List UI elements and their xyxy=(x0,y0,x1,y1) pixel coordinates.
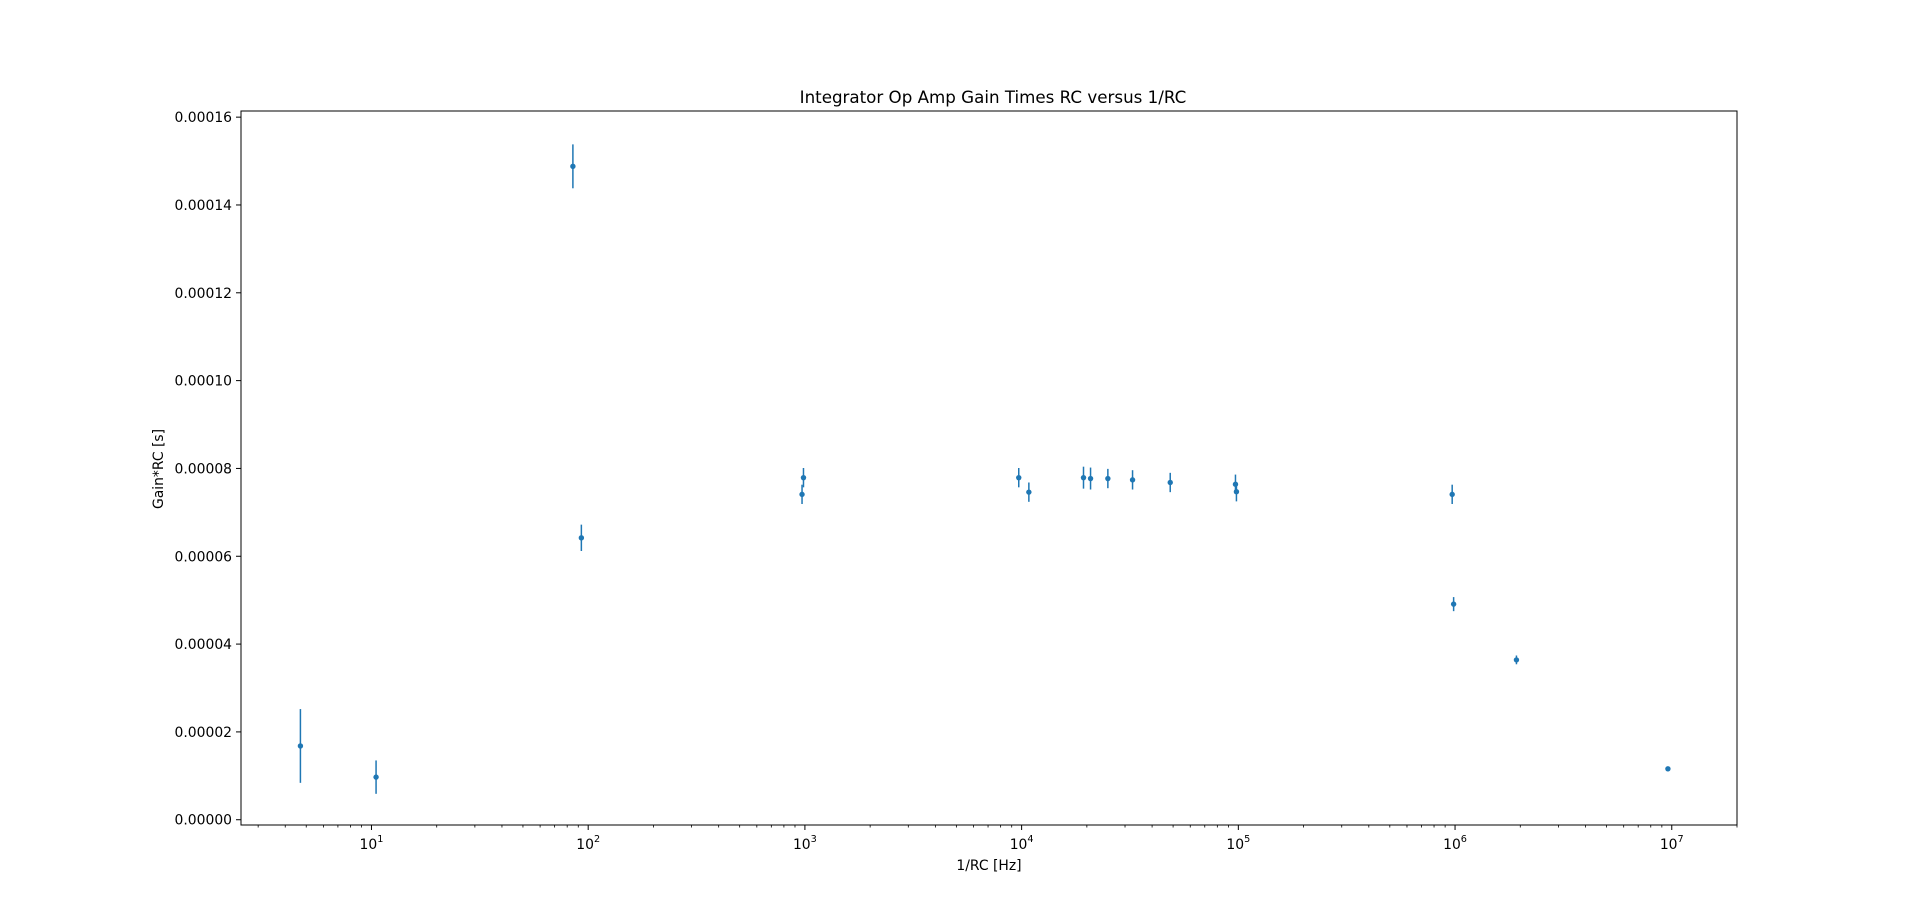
data-point xyxy=(799,491,805,498)
y-tick-label: 0.00014 xyxy=(175,198,233,214)
data-point xyxy=(1513,657,1520,663)
y-tick-label: 0.00002 xyxy=(175,725,232,741)
data-point xyxy=(1665,766,1671,772)
y-tick-label: 0.00016 xyxy=(175,110,232,126)
y-axis: 0.00000 0.00002 0.00004 0.00006 0.00008 0.000… xyxy=(175,110,241,829)
data-point xyxy=(1026,489,1032,495)
x-tick-label: 104 xyxy=(1010,834,1034,853)
x-tick-label: 103 xyxy=(793,834,817,853)
data-point xyxy=(1080,474,1087,481)
x-axis-label: 1/RC [Hz] xyxy=(956,858,1021,874)
data-point xyxy=(1087,475,1094,482)
y-tick-label: 0.00012 xyxy=(175,286,232,302)
data-point xyxy=(373,774,379,780)
plot-area-frame xyxy=(240,110,1738,826)
data-point xyxy=(1450,601,1457,607)
data-point xyxy=(1233,489,1240,495)
chart-title: Integrator Op Amp Gain Times RC versus 1… xyxy=(800,87,1187,107)
y-tick-label: 0.00000 xyxy=(175,813,232,829)
y-tick-label: 0.00008 xyxy=(175,461,232,477)
data-point xyxy=(1016,474,1022,481)
y-axis-label: Gain*RC [s] xyxy=(151,429,167,509)
y-tick-label: 0.00004 xyxy=(175,637,233,653)
y-tick-label: 0.00006 xyxy=(175,549,232,565)
data-point xyxy=(1129,477,1136,483)
data-point xyxy=(1232,481,1239,487)
data-point xyxy=(1105,475,1111,482)
x-tick-label: 102 xyxy=(576,834,600,853)
x-tick-label: 101 xyxy=(360,834,384,853)
x-axis: 101 102 103 104 105 106 107 xyxy=(257,825,1738,853)
data-points xyxy=(297,163,1671,780)
data-point xyxy=(1167,479,1173,486)
x-tick-label: 107 xyxy=(1660,834,1684,853)
data-point xyxy=(570,163,576,170)
y-tick-label: 0.00010 xyxy=(175,374,232,390)
x-tick-label: 106 xyxy=(1443,834,1467,853)
data-point xyxy=(578,535,585,541)
data-point xyxy=(1449,491,1455,498)
data-point xyxy=(800,474,807,481)
x-tick-label: 105 xyxy=(1226,834,1250,853)
data-point xyxy=(297,743,304,749)
